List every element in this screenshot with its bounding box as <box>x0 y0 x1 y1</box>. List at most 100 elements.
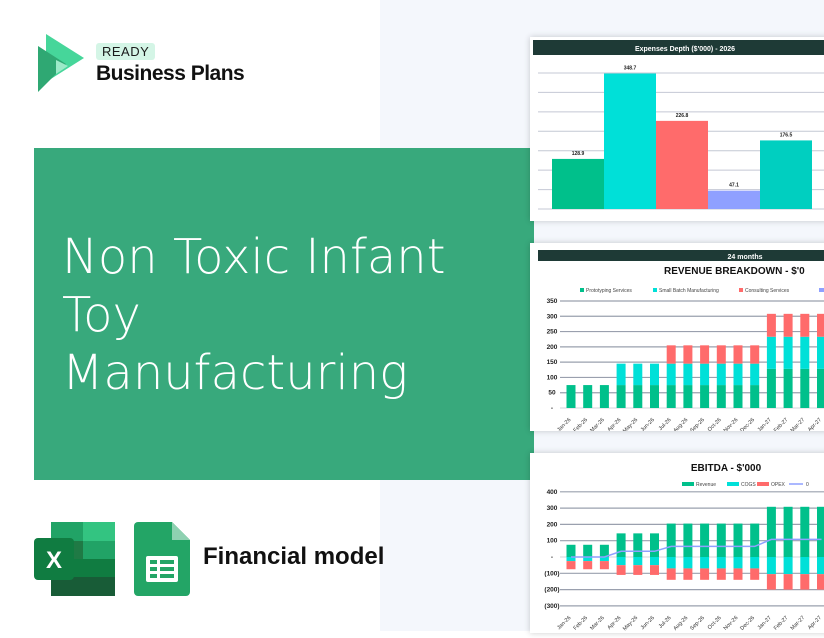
legend-swatch <box>757 482 769 486</box>
chart-title: REVENUE BREAKDOWN - $'0 <box>664 266 805 277</box>
bar-segment <box>666 385 676 408</box>
x-tick-label: Feb-26 <box>573 615 590 632</box>
x-tick-label: Mar-27 <box>790 615 807 632</box>
x-tick-label: Nov-26 <box>723 417 740 431</box>
y-tick-label: 150 <box>547 359 558 366</box>
y-tick-label: 250 <box>547 329 558 336</box>
bar-segment <box>583 385 593 408</box>
y-tick-label: 100 <box>547 374 558 381</box>
chart-header <box>538 250 824 261</box>
bar-segment <box>599 544 609 557</box>
y-tick-label: 200 <box>547 344 558 351</box>
y-tick-label: 300 <box>547 505 558 512</box>
y-tick-label: (300) <box>544 603 559 610</box>
bar-segment <box>750 568 760 580</box>
x-tick-label: May-26 <box>622 615 639 632</box>
bar-segment <box>716 345 726 364</box>
ebitda-chart-card: EBITDA - $'000 (300) (200) (100) - 100 200 300 4… <box>530 453 824 633</box>
bar-segment <box>683 523 693 557</box>
bar-segment <box>566 544 576 557</box>
legend-swatch <box>682 482 694 486</box>
excel-icon: X <box>34 522 115 596</box>
bar-segment <box>817 574 824 590</box>
svg-text:X: X <box>46 547 62 574</box>
revenue-chart-card: 24 months REVENUE BREAKDOWN - $'0 - 50 100 15… <box>530 243 824 434</box>
bar-segment <box>566 385 576 408</box>
bar-segment <box>650 557 659 566</box>
title-banner <box>34 148 534 480</box>
bar-segment <box>583 557 593 562</box>
bar-segment <box>750 557 760 569</box>
x-tick-label: Sep-26 <box>689 417 706 431</box>
bar-segment <box>766 313 776 337</box>
x-tick-label: Feb-27 <box>773 417 790 431</box>
x-tick-label: Oct-26 <box>707 615 723 631</box>
bar-segment <box>700 557 710 569</box>
x-tick-label: Jan-26 <box>556 615 572 631</box>
bar-segment <box>750 345 760 364</box>
bar-segment <box>783 336 793 369</box>
y-tick-label: - <box>551 554 553 561</box>
bar-segment <box>766 368 776 408</box>
bar-segment <box>716 568 726 580</box>
bar-segment <box>766 557 776 575</box>
bar-segment <box>750 385 760 408</box>
x-tick-label: May-26 <box>622 417 639 431</box>
y-tick-label: 200 <box>547 521 558 528</box>
bar-segment <box>666 345 676 364</box>
bar-segment <box>700 345 710 364</box>
bar-segment <box>683 385 693 408</box>
ready-business-plans-logo-icon <box>38 34 84 92</box>
x-tick-label: Feb-26 <box>573 417 590 431</box>
bar-segment <box>817 368 824 408</box>
bar-segment <box>616 557 626 566</box>
bar-segment <box>800 313 810 337</box>
chart-title: Expenses Depth ($'000) - 2026 <box>635 46 735 53</box>
bar-segment <box>666 557 676 569</box>
bar-segment <box>650 565 659 575</box>
bar-segment <box>766 506 776 557</box>
chart-header <box>533 40 824 55</box>
bar-segment <box>650 363 659 386</box>
bar-segment <box>716 385 726 408</box>
y-tick-label: 350 <box>547 298 558 305</box>
x-tick-label: Jun-26 <box>640 615 656 631</box>
x-tick-label: Jul-26 <box>658 615 673 630</box>
bar-segment <box>683 557 693 569</box>
bar-segment <box>633 565 643 575</box>
bar-segment <box>733 523 743 557</box>
bar-segment <box>633 557 643 566</box>
data-label: 128.9 <box>572 151 585 157</box>
bar-segment <box>683 345 693 364</box>
y-tick-label: (200) <box>544 587 559 594</box>
bar-segment <box>800 336 810 369</box>
y-tick-label: 50 <box>548 390 556 397</box>
bar-segment <box>750 523 760 557</box>
bar-segment <box>733 385 743 408</box>
bar-segment <box>633 363 643 386</box>
bar-segment <box>716 557 726 569</box>
legend-label: Consulting Services <box>745 288 790 294</box>
bar-segment <box>733 568 743 580</box>
data-label: 348.7 <box>624 66 637 72</box>
x-tick-label: Mar-26 <box>589 417 606 431</box>
x-tick-label: Jan-26 <box>556 417 572 431</box>
bar <box>656 120 708 209</box>
brand-badge: READY <box>96 43 156 60</box>
google-sheets-icon <box>134 522 190 596</box>
x-tick-label: Mar-26 <box>589 615 606 632</box>
x-tick-label: Feb-27 <box>773 615 790 632</box>
x-tick-label: Sep-26 <box>689 615 706 632</box>
legend-swatch <box>580 288 584 292</box>
bar-segment <box>817 313 824 337</box>
data-label: 176.5 <box>780 132 793 138</box>
legend-label: Prototyping Services <box>586 288 632 294</box>
bar-segment <box>800 557 810 575</box>
x-tick-label: Dec-26 <box>739 615 756 632</box>
legend-swatch <box>819 288 824 292</box>
y-tick-label: 300 <box>547 313 558 320</box>
legend-label: 0 <box>806 482 809 488</box>
bar-segment <box>683 568 693 580</box>
bar <box>552 158 604 209</box>
bar-segment <box>700 385 710 408</box>
